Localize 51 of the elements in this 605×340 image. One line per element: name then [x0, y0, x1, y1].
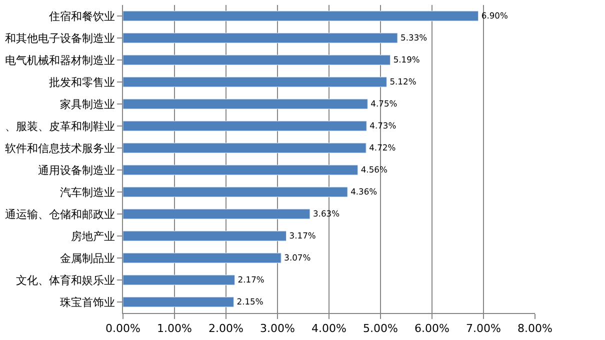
- data-label: 5.33%: [400, 32, 428, 43]
- data-label: 3.63%: [312, 208, 340, 219]
- bar: [123, 252, 282, 264]
- x-tick-label: 1.00%: [157, 322, 192, 336]
- x-tick-label: 6.00%: [414, 322, 450, 336]
- x-tick-label: 7.00%: [466, 322, 501, 336]
- y-tick-label: 通运输、仓储和邮政业: [4, 208, 115, 221]
- data-label: 4.75%: [370, 98, 398, 109]
- y-tick-label: 文化、体育和娱乐业: [16, 274, 115, 287]
- bar: [123, 76, 387, 88]
- data-label: 2.17%: [238, 274, 264, 285]
- y-tick-label: 电气机械和器材制造业: [4, 54, 115, 67]
- x-tick-label: 2.00%: [208, 322, 244, 336]
- y-tick-label: 汽车制造业: [60, 186, 115, 199]
- bar: [123, 164, 358, 176]
- y-tick-label: 批发和零售业: [48, 76, 115, 89]
- bar: [123, 208, 310, 220]
- x-tick-label: 0.00%: [106, 322, 140, 336]
- data-label: 6.90%: [481, 10, 508, 21]
- bar: [123, 120, 367, 132]
- y-tick-label: 和其他电子设备制造业: [4, 32, 115, 45]
- bar: [123, 54, 391, 66]
- x-tick-label: 3.00%: [260, 322, 295, 336]
- y-tick-label: 住宿和餐饮业: [48, 10, 115, 23]
- data-label: 4.72%: [369, 142, 396, 153]
- data-label: 4.73%: [370, 120, 396, 131]
- y-tick-label: 房地产业: [70, 230, 115, 243]
- y-tick-label: 通用设备制造业: [38, 164, 115, 177]
- x-tick-label: 5.00%: [363, 322, 398, 336]
- bar: [123, 230, 287, 242]
- y-tick-label: 金属制品业: [60, 252, 115, 265]
- data-label: 5.19%: [393, 54, 420, 65]
- bar: [123, 274, 236, 286]
- bar: [123, 296, 234, 308]
- data-label: 4.36%: [350, 186, 378, 197]
- bar: [123, 98, 368, 110]
- y-tick-label: 珠宝首饰业: [60, 296, 115, 309]
- data-label: 2.15%: [236, 296, 264, 307]
- x-tick-label: 4.00%: [312, 322, 346, 336]
- x-tick-label: 8.00%: [518, 322, 552, 336]
- data-label: 3.17%: [289, 230, 316, 241]
- bar: [123, 32, 398, 44]
- bar: [123, 10, 479, 22]
- data-label: 3.07%: [284, 252, 311, 263]
- bar: [123, 142, 366, 154]
- data-label: 5.12%: [390, 76, 416, 87]
- bar: [123, 186, 348, 198]
- y-tick-label: 家具制造业: [60, 98, 115, 111]
- y-tick-label: 软件和信息技术服务业: [4, 142, 115, 155]
- y-tick-label: 、服装、皮革和制鞋业: [4, 120, 115, 133]
- data-label: 4.56%: [360, 164, 388, 175]
